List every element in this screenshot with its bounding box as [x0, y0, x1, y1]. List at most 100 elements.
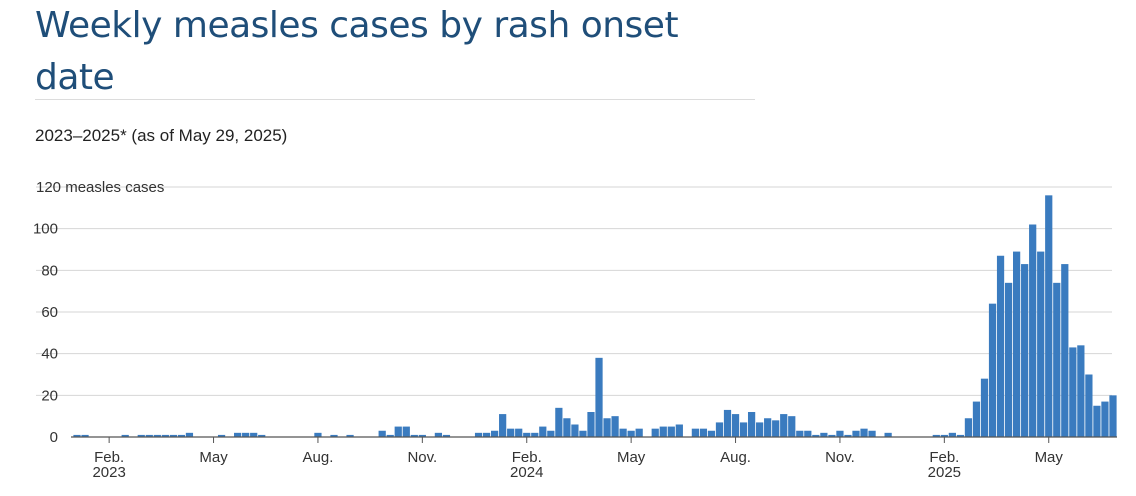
bar [563, 418, 571, 437]
bar [234, 432, 242, 437]
bar [571, 424, 579, 437]
chart-subtitle: 2023–2025* (as of May 29, 2025) [35, 126, 288, 145]
bar [828, 434, 836, 437]
bar [442, 434, 451, 437]
bar [161, 434, 169, 437]
bar [603, 418, 611, 437]
bar [691, 428, 699, 437]
bar [153, 434, 161, 437]
bar [1004, 282, 1013, 437]
bar [491, 430, 499, 437]
bar [1021, 264, 1029, 437]
y-tick-label: 100 [33, 221, 58, 238]
bar [402, 426, 410, 437]
bar [258, 434, 266, 437]
bar [739, 422, 748, 437]
bar [1061, 264, 1069, 437]
bar [587, 412, 595, 437]
bar [1013, 251, 1021, 437]
bar [386, 434, 394, 437]
x-tick-label: May [617, 449, 646, 466]
y-tick-label: 120 measles cases [36, 179, 164, 196]
bar [523, 432, 531, 437]
bar [812, 434, 820, 437]
bar [474, 432, 483, 437]
bar [81, 434, 89, 437]
bar [988, 303, 997, 437]
bar [531, 432, 539, 437]
bar [1101, 401, 1109, 437]
y-tick-label: 60 [41, 304, 58, 321]
bar [434, 432, 443, 437]
bar [394, 426, 402, 437]
bar [579, 430, 587, 437]
x-tick-label: Nov. [407, 449, 437, 466]
bar [1109, 395, 1117, 437]
bar [1069, 347, 1077, 437]
x-tick-year-label: 2024 [510, 464, 543, 481]
bar [884, 432, 892, 437]
bar [410, 434, 418, 437]
x-tick-label: Feb. [512, 449, 542, 466]
bar [715, 422, 724, 437]
x-tick-label: Aug. [303, 449, 334, 466]
bar [723, 409, 732, 437]
y-tick-label: 20 [41, 387, 58, 404]
bar [73, 434, 81, 437]
bar [1085, 374, 1093, 437]
x-tick-year-label: 2025 [928, 464, 961, 481]
bar [555, 407, 563, 437]
bar [844, 434, 852, 437]
bar [217, 434, 226, 437]
bar [836, 430, 844, 437]
x-tick-label: May [199, 449, 228, 466]
bar [635, 428, 643, 437]
bar [980, 378, 989, 437]
bar [996, 255, 1005, 437]
x-tick-label: Feb. [94, 449, 124, 466]
bar [250, 432, 258, 437]
x-tick-year-label: 2023 [92, 464, 125, 481]
bar [675, 424, 683, 437]
y-tick-label: 40 [41, 346, 58, 363]
bar [314, 432, 322, 437]
bar [772, 420, 780, 437]
x-tick-label: May [1035, 449, 1064, 466]
chart-title: Weekly measles cases by rash onset date [35, 5, 679, 98]
bar [177, 434, 186, 437]
bar [1045, 195, 1053, 437]
bar [539, 426, 547, 437]
bar [378, 430, 386, 437]
bar [764, 418, 772, 437]
bar [330, 434, 338, 437]
bar [788, 416, 796, 437]
bar [964, 418, 973, 437]
x-tick-label: Nov. [825, 449, 855, 466]
bar [185, 432, 194, 437]
title-divider [35, 99, 755, 100]
bar [1037, 251, 1045, 437]
bar [507, 428, 515, 437]
bar [619, 428, 627, 437]
bar [651, 428, 659, 437]
bar [482, 432, 491, 437]
bar [756, 422, 764, 437]
bar [804, 430, 812, 437]
bar [820, 432, 828, 437]
bar [547, 430, 555, 437]
bar [852, 430, 860, 437]
bar [242, 432, 250, 437]
bar [346, 434, 354, 437]
bar [627, 430, 635, 437]
bar [940, 434, 948, 437]
y-tick-label: 80 [41, 262, 58, 279]
bar [932, 434, 940, 437]
bar [747, 412, 756, 437]
bar [860, 428, 868, 437]
bar [972, 401, 981, 437]
bar [780, 414, 788, 437]
bar [731, 414, 740, 437]
bar [1093, 405, 1101, 437]
x-tick-label: Feb. [929, 449, 959, 466]
